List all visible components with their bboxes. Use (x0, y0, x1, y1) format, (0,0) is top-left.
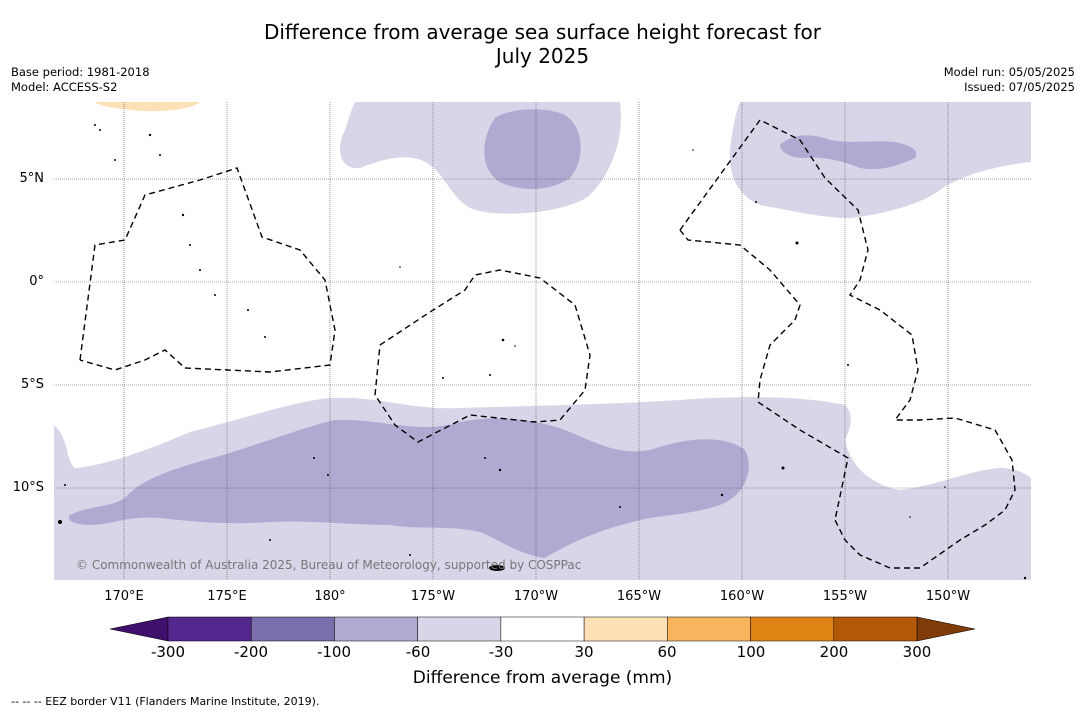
lat-label-5n: 5°N (19, 171, 45, 186)
issued-text: Issued: 07/05/2025 (964, 80, 1075, 94)
lon-label-170w: 170°W (513, 589, 559, 604)
lon-label-170e: 170°E (104, 589, 144, 604)
lon-label-160w: 160°W (719, 589, 765, 604)
base-period-text: Base period: 1981-2018 (11, 65, 150, 79)
colorbar-label: Difference from average (mm) (412, 668, 673, 688)
model-run-text: Model run: 05/05/2025 (943, 65, 1075, 79)
model-text: Model: ACCESS-S2 (11, 80, 118, 94)
meta-right: Model run: 05/05/2025 Issued: 07/05/2025 (944, 65, 1075, 95)
eez-borders (79, 119, 1016, 569)
lat-label-0: 0° (29, 274, 44, 289)
colorbar-min-extension (109, 616, 169, 642)
map-area (54, 102, 1031, 580)
meta-left: Base period: 1981-2018 Model: ACCESS-S2 (11, 65, 150, 95)
eez-legend-text: -- -- -- EEZ border V11 (Flanders Marine… (11, 695, 320, 708)
gridlines (54, 102, 1031, 580)
colorbar-segment (167, 616, 252, 642)
lon-label-175e: 175°E (207, 589, 247, 604)
colorbar-segment (833, 616, 918, 642)
colorbar-segment (750, 616, 835, 642)
cb-tick-label: 300 (902, 643, 932, 661)
copyright-text: © Commonwealth of Australia 2025, Bureau… (76, 558, 582, 572)
cb-tick-label: -30 (488, 643, 514, 661)
island-specks (58, 124, 1027, 580)
title-line-1: Difference from average sea surface heig… (263, 20, 822, 44)
cb-tick-label: -200 (233, 643, 269, 661)
eez-border-line-islands (679, 119, 1016, 569)
anomaly-region-north-east-core (780, 135, 917, 170)
colorbar-segment (583, 616, 668, 642)
colorbar-segment (667, 616, 751, 642)
cb-tick-label: -100 (316, 643, 352, 661)
lon-label-165w: 165°W (616, 589, 662, 604)
colorbar-segment (417, 616, 502, 642)
colorbar-segment (334, 616, 418, 642)
cb-tick-label: 100 (736, 643, 766, 661)
eez-border-phoenix (374, 269, 591, 443)
cb-tick-label: 60 (657, 643, 677, 661)
eez-border-kiribati-west (79, 167, 336, 373)
lon-label-150w: 150°W (925, 589, 971, 604)
colorbar (109, 616, 976, 642)
anomaly-region-north-central-core (484, 109, 581, 190)
lon-label-175w: 175°W (410, 589, 456, 604)
eez-border-line-islands-2 (679, 229, 849, 521)
colorbar-segment (500, 616, 585, 642)
map-title: Difference from average sea surface heig… (0, 20, 1085, 68)
colorbar-max-extension (916, 616, 976, 642)
colorbar-segment (250, 616, 335, 642)
cb-tick-label: -60 (405, 643, 431, 661)
title-line-2: July 2025 (495, 44, 590, 68)
lat-label-5s: 5°S (20, 377, 44, 392)
cb-tick-label: 30 (574, 643, 594, 661)
lat-label-10s: 10°S (12, 480, 44, 495)
cb-tick-label: -300 (150, 643, 186, 661)
lon-label-155w: 155°W (822, 589, 868, 604)
lon-label-180: 180° (314, 589, 346, 604)
positive-anomaly-region (95, 102, 200, 112)
cb-tick-label: 200 (819, 643, 849, 661)
